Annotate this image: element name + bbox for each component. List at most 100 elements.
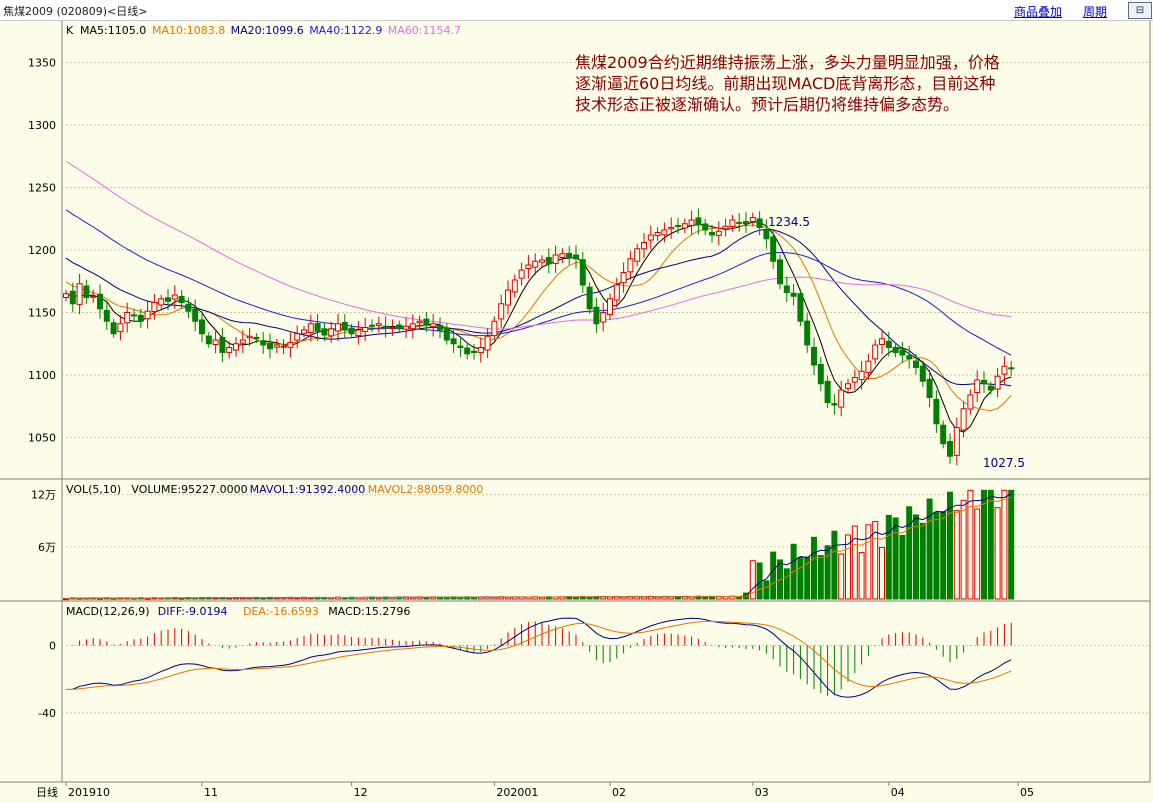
candle-body	[722, 225, 729, 230]
x-tick-label: 12	[354, 786, 368, 799]
candle-body	[892, 346, 899, 353]
mavol2-line	[65, 496, 1012, 600]
low-price-label: 1027.5	[983, 456, 1025, 470]
candle-body	[117, 323, 124, 333]
candle-body	[226, 347, 233, 353]
volume-bar	[654, 596, 661, 600]
candle-body	[321, 328, 328, 336]
candle-body	[205, 335, 212, 345]
price-tick-label: 1100	[28, 369, 56, 382]
candle-body	[661, 229, 668, 236]
candle-body	[953, 427, 960, 456]
volume-legend-label: MAVOL2:88059.8000	[368, 483, 484, 496]
volume-bar	[885, 514, 892, 600]
candle-body	[511, 279, 518, 293]
candle-body	[253, 336, 260, 340]
candle-body	[137, 314, 144, 322]
candle-body	[899, 349, 906, 356]
candle-body	[484, 335, 491, 351]
candle-body	[729, 219, 736, 227]
candle-body	[695, 217, 702, 226]
volume-bar	[858, 552, 865, 600]
x-tick-label: 04	[891, 786, 905, 799]
candle-body	[423, 318, 430, 326]
candle-body	[573, 254, 579, 260]
candle-body	[348, 327, 355, 335]
candle-body	[369, 324, 375, 327]
candle-body	[518, 269, 525, 279]
candle-body	[389, 327, 396, 329]
candle-body	[593, 306, 600, 325]
volume-bar	[457, 597, 464, 600]
candle-body	[69, 290, 76, 305]
candle-body	[858, 370, 865, 381]
volume-bar	[831, 530, 838, 600]
candle-body	[171, 294, 178, 300]
volume-bar	[144, 597, 151, 600]
candle-body	[681, 223, 688, 229]
volume-bar	[811, 536, 817, 600]
candle-body	[906, 355, 913, 360]
candle-body	[620, 272, 627, 284]
volume-bar	[838, 553, 845, 600]
candle-body	[314, 323, 321, 332]
candle-body	[783, 285, 790, 293]
volume-bar	[960, 499, 967, 600]
annotation-text: 逐渐逼近60日均线。前期出现MACD底背离形态，目前这种	[575, 74, 995, 93]
volume-tick-label: 12万	[31, 489, 56, 502]
candle-body	[477, 347, 484, 354]
restore-icon[interactable]: ⊟	[1128, 2, 1152, 19]
ma40-line	[65, 209, 1012, 356]
price-tick-label: 1250	[28, 182, 56, 195]
candle-body	[131, 314, 137, 317]
candle-body	[981, 379, 987, 385]
volume-bar	[906, 506, 913, 600]
volume-bar	[987, 489, 994, 600]
ma-legend-label: MA60:1154.7	[388, 24, 461, 37]
volume-legend-label: VOLUME:95227.0000	[131, 483, 247, 496]
volume-bar	[879, 547, 885, 600]
candle-body	[756, 218, 763, 228]
candle-body	[879, 338, 885, 345]
candle-body	[443, 327, 450, 341]
x-axis-label: 日线	[36, 785, 58, 799]
candle-body	[498, 303, 505, 320]
volume-bar	[178, 597, 185, 600]
candle-body	[545, 257, 552, 265]
candle-body	[804, 320, 811, 346]
candle-body	[403, 325, 409, 330]
volume-bar	[926, 498, 933, 600]
macd-tick-label: -40	[38, 707, 56, 720]
macd-legend-label: MACD:15.2796	[328, 605, 410, 618]
candle-body	[294, 333, 301, 341]
candle-body	[749, 217, 756, 223]
candle-body	[865, 360, 872, 373]
candle-body	[566, 252, 573, 259]
candle-body	[586, 286, 593, 310]
annotation-text: 技术形态正被逐渐确认。预计后期仍将维持偏多态势。	[575, 95, 959, 114]
candle-body	[199, 319, 205, 335]
period-button[interactable]: 周期	[1083, 5, 1108, 19]
macd-legend-label: DEA:-16.6593	[243, 605, 319, 618]
candle-body	[926, 378, 933, 399]
volume-bar	[892, 517, 899, 600]
candle-body	[246, 335, 253, 339]
diff-line	[65, 617, 1012, 698]
candle-body	[919, 365, 926, 382]
ma-legend-label: MA5:1105.0	[80, 24, 146, 37]
candle-body	[219, 337, 226, 354]
window-title: 焦煤2009 (020809)<日线>	[3, 5, 148, 18]
overlay-product-button[interactable]: 商品叠加	[1014, 5, 1063, 19]
price-tick-label: 1050	[28, 432, 56, 445]
volume-bar	[763, 580, 770, 600]
candle-body	[382, 325, 389, 329]
volume-bar	[953, 510, 960, 600]
candle-body	[607, 298, 613, 315]
candle-body	[1001, 365, 1008, 375]
volume-bar	[749, 560, 756, 600]
volume-bar	[872, 521, 879, 600]
candle-body	[987, 385, 994, 391]
candle-body	[416, 320, 423, 324]
volume-tick-label: 6万	[38, 541, 56, 554]
candle-body	[613, 284, 620, 301]
